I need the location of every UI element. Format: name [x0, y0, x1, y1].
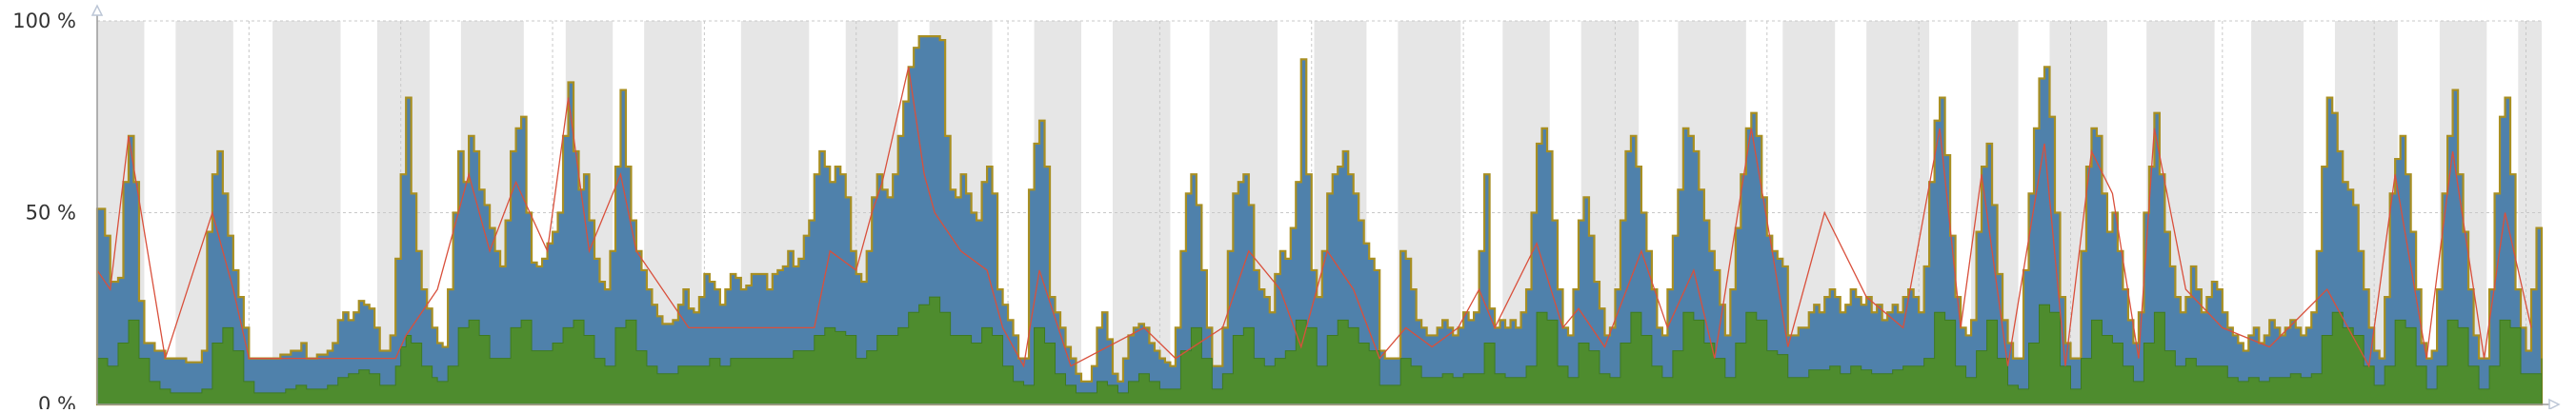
y-tick-label: 0 %: [38, 393, 76, 409]
y-axis-arrow-icon: [91, 4, 104, 16]
y-tick-label: 100 %: [12, 10, 76, 32]
x-axis-arrow-icon: [2548, 398, 2561, 411]
y-tick-label: 50 %: [26, 202, 76, 225]
series-total-area: [95, 35, 2544, 406]
series-green-area: [96, 296, 2543, 405]
series-layer: [95, 35, 2544, 406]
axes: [91, 4, 2561, 411]
background-band: [272, 21, 341, 404]
y-tick-labels: 0 % 50 % 100 %: [12, 10, 76, 413]
series-red-line: [96, 67, 2532, 368]
